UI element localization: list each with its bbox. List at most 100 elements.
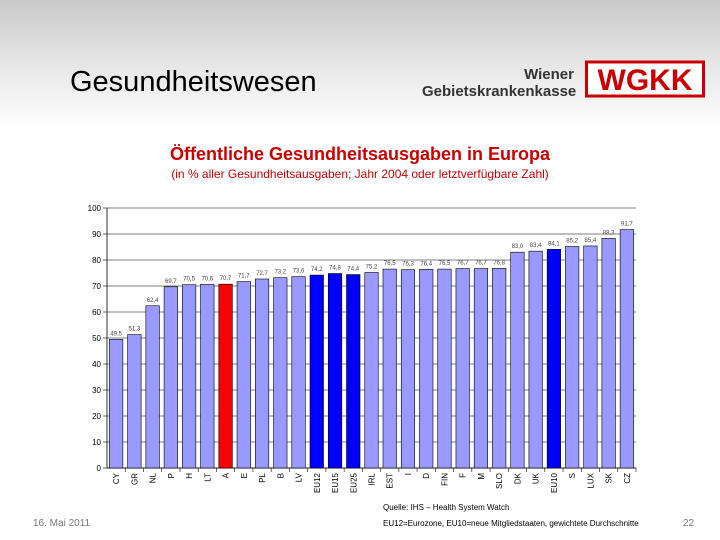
x-tick-label: NL <box>149 472 158 483</box>
data-label: 70,5 <box>183 277 195 283</box>
bar-dk <box>510 251 525 469</box>
bar-uk <box>528 250 543 469</box>
data-label: 76,3 <box>402 262 414 268</box>
x-tick-label: LUX <box>586 472 595 488</box>
x-tick-label: DK <box>513 472 522 484</box>
footer-note: EU12=Eurozone, EU10=neue Mitgliedstaaten… <box>383 519 639 528</box>
page-number: 22 <box>683 518 695 529</box>
x-tick-label: SLO <box>495 473 504 489</box>
y-tick-label: 50 <box>92 334 101 343</box>
bar-cz <box>619 229 634 469</box>
x-tick-label: M <box>477 473 486 480</box>
data-label: 74,2 <box>311 267 323 273</box>
logo-text: WGKK <box>598 64 693 97</box>
bar-lux <box>583 245 598 469</box>
data-label: 88,3 <box>603 230 615 236</box>
footer-date: 16. Mai 2011 <box>33 518 91 529</box>
y-tick-label: 0 <box>97 464 102 473</box>
chart-title: Öffentliche Gesundheitsausgaben in Europ… <box>169 144 551 164</box>
data-label: 70,7 <box>220 276 232 282</box>
x-tick-label: B <box>276 473 285 478</box>
bar-d <box>419 269 434 469</box>
x-tick-label: EST <box>386 473 395 489</box>
data-label: 76,8 <box>493 260 505 266</box>
x-tick-label: A <box>222 472 231 478</box>
bar-eu15 <box>327 273 343 469</box>
data-label: 85,2 <box>566 238 578 244</box>
data-label: 76,4 <box>420 261 432 267</box>
bar-lv <box>291 276 306 469</box>
data-label: 69,7 <box>165 279 177 285</box>
x-tick-label: CY <box>112 472 121 484</box>
bar-p <box>163 286 178 469</box>
data-label: 72,7 <box>256 271 268 277</box>
data-label: 76,5 <box>439 261 451 267</box>
x-tick-label: EU12 <box>313 472 322 493</box>
data-label: 76,5 <box>384 261 396 267</box>
y-tick-label: 80 <box>92 256 101 265</box>
organization-name-line2: Gebietskrankenkasse <box>422 83 577 100</box>
data-label: 70,6 <box>201 276 213 282</box>
x-tick-label: EU15 <box>331 472 340 493</box>
data-label: 91,7 <box>621 222 633 228</box>
x-tick-label: LT <box>203 473 212 482</box>
bar-fin <box>437 268 452 469</box>
y-tick-label: 10 <box>92 438 101 447</box>
bar-i <box>400 269 416 469</box>
data-label: 84,1 <box>548 241 560 247</box>
x-tick-label: LV <box>295 472 304 482</box>
bar-cy <box>109 338 124 469</box>
bar-sk <box>601 238 616 469</box>
data-label: 85,4 <box>585 238 597 244</box>
bar-eu10 <box>546 249 561 469</box>
x-tick-label: GR <box>130 473 139 485</box>
wgkk-logo: WGKK <box>585 60 705 98</box>
data-label: 73,2 <box>274 270 286 276</box>
data-label: 74,4 <box>347 267 359 273</box>
data-label: 83,0 <box>512 244 524 250</box>
y-tick-label: 20 <box>92 412 101 421</box>
data-label: 76,7 <box>457 261 469 267</box>
data-label: 51,3 <box>129 327 141 333</box>
x-tick-label: IRL <box>368 472 377 485</box>
x-tick-label: UK <box>532 472 541 484</box>
page-title: Gesundheitswesen <box>70 66 317 98</box>
bar-eu25 <box>346 274 361 469</box>
y-tick-label: 60 <box>92 308 101 317</box>
data-label: 73,6 <box>293 269 305 275</box>
bar-b <box>273 277 288 469</box>
bar-a <box>218 283 233 469</box>
chart-subtitle: (in % aller Gesundheitsausgaben; Jahr 20… <box>171 167 549 181</box>
data-label: 62,4 <box>147 298 159 304</box>
x-tick-label: EU10 <box>550 472 559 493</box>
bar-lt <box>200 284 215 469</box>
footer-source: Quelle: IHS – Health System Watch <box>383 503 510 512</box>
bar-nl <box>145 305 160 469</box>
y-tick-label: 30 <box>92 386 101 395</box>
bar-e <box>236 281 251 469</box>
x-tick-label: E <box>240 473 249 478</box>
data-label: 75,2 <box>366 264 378 270</box>
bar-pl <box>255 278 270 469</box>
bar-eu12 <box>309 274 324 469</box>
x-tick-label: FIN <box>440 473 449 486</box>
bar-est <box>382 268 397 469</box>
x-tick-label: EU25 <box>349 472 358 493</box>
organization-name-line1: Wiener <box>524 66 574 83</box>
bar-gr <box>127 334 142 469</box>
data-label: 74,8 <box>329 266 341 272</box>
x-tick-label: F <box>459 473 468 478</box>
x-tick-label: I <box>404 473 413 475</box>
data-label: 71,7 <box>238 274 250 280</box>
x-tick-label: D <box>422 473 431 479</box>
x-tick-label: S <box>568 473 577 478</box>
organization-name: Wiener Gebietskrankenkasse <box>422 66 577 100</box>
y-tick-label: 100 <box>88 204 102 213</box>
x-tick-label: SK <box>605 472 614 483</box>
x-tick-label: PL <box>258 472 267 482</box>
bar-s <box>565 246 580 469</box>
x-tick-label: P <box>167 473 176 478</box>
x-tick-label: CZ <box>623 473 632 484</box>
bar-m <box>473 268 488 469</box>
